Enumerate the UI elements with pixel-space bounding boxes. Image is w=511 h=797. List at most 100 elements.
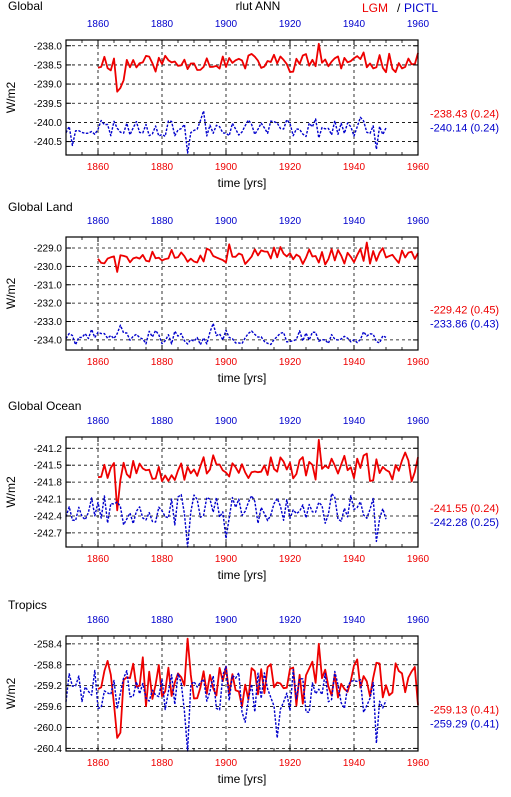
series-stat-pictl: -242.28 (0.25) [430, 517, 499, 529]
y-tick-label: -233.0 [34, 317, 63, 328]
x-tick-label-bottom: 1900 [215, 162, 238, 173]
y-tick-label: -260.0 [34, 723, 63, 734]
y-axis-label: W/m2 [4, 476, 18, 508]
y-tick-label: -241.5 [34, 461, 63, 472]
x-tick-label-bottom: 1960 [407, 357, 430, 368]
y-tick-label: -259.6 [34, 702, 63, 713]
x-axis-label: time [yrs] [218, 371, 267, 385]
y-tick-label: -241.2 [34, 444, 63, 455]
y-tick-label: -260.4 [34, 744, 63, 755]
y-tick-label: -241.8 [34, 478, 63, 489]
x-tick-label-bottom: 1880 [151, 357, 174, 368]
x-axis-label: time [yrs] [218, 772, 267, 786]
y-tick-label: -232.0 [34, 299, 63, 310]
x-tick-label-top: 1960 [407, 615, 430, 626]
x-tick-label-bottom: 1940 [343, 357, 366, 368]
y-tick-label: -238.5 [34, 60, 63, 71]
series-line-lgm [97, 42, 419, 93]
x-tick-label-top: 1920 [279, 615, 302, 626]
x-tick-label-bottom: 1940 [343, 162, 366, 173]
x-tick-label-bottom: 1960 [407, 554, 430, 565]
panel-title: Global Ocean [8, 399, 81, 413]
x-tick-label-bottom: 1920 [279, 554, 302, 565]
panel-3: Tropics 1860 1880 1900 1920 1940 1960 1860 1880 1… [4, 598, 499, 786]
x-tick-label-bottom: 1900 [215, 357, 238, 368]
x-tick-label-top: 1960 [407, 416, 430, 427]
y-tick-label: -239.5 [34, 99, 63, 110]
y-tick-label: -258.4 [34, 639, 63, 650]
x-tick-label-top: 1860 [87, 416, 110, 427]
legend-pictl: PICTL [404, 1, 438, 15]
x-tick-label-top: 1880 [151, 416, 174, 427]
x-axis-label: time [yrs] [218, 568, 267, 582]
panel-title-global: Global [8, 0, 43, 13]
x-tick-label-top: 1880 [151, 19, 174, 30]
x-tick-label-bottom: 1960 [407, 758, 430, 769]
x-tick-label-bottom: 1900 [215, 758, 238, 769]
x-tick-label-bottom: 1860 [87, 554, 110, 565]
x-tick-label-bottom: 1920 [279, 162, 302, 173]
x-tick-label-top: 1880 [151, 615, 174, 626]
y-tick-label: -258.8 [34, 660, 63, 671]
x-tick-label-top: 1900 [215, 19, 238, 30]
x-tick-label-top: 1860 [87, 615, 110, 626]
y-tick-label: -242.4 [34, 511, 63, 522]
x-axis-label: time [yrs] [218, 176, 267, 190]
x-tick-label-top: 1900 [215, 615, 238, 626]
series-stat-lgm: -229.42 (0.45) [430, 305, 499, 317]
series-line-pictl [65, 492, 387, 548]
y-tick-label: -230.0 [34, 262, 63, 273]
figure-title: rlut ANN [236, 0, 281, 13]
x-tick-label-top: 1940 [343, 19, 366, 30]
panel-2: Global Ocean 1860 1880 1900 1920 1940 1960 1860… [4, 399, 499, 582]
y-axis-label: W/m2 [4, 278, 18, 310]
x-tick-label-bottom: 1860 [87, 162, 110, 173]
y-axis-label: W/m2 [4, 678, 18, 710]
x-tick-label-top: 1900 [215, 216, 238, 227]
x-tick-label-top: 1880 [151, 216, 174, 227]
y-tick-label: -231.0 [34, 280, 63, 291]
y-tick-label: -234.0 [34, 335, 63, 346]
legend-separator: / [397, 1, 401, 15]
x-tick-label-top: 1940 [343, 615, 366, 626]
series-line-pictl [65, 110, 387, 154]
x-tick-label-top: 1960 [407, 19, 430, 30]
x-tick-label-bottom: 1880 [151, 162, 174, 173]
series-stat-pictl: -233.86 (0.43) [430, 319, 499, 331]
x-tick-label-top: 1860 [87, 19, 110, 30]
panel-0: 1860 1880 1900 1920 1940 1960 1860 1880 1900 1920… [4, 19, 499, 190]
series-line-lgm [97, 637, 419, 739]
series-line-lgm [97, 241, 419, 273]
panel-title: Global Land [8, 200, 73, 214]
series-stat-pictl: -240.14 (0.24) [430, 123, 499, 135]
x-tick-label-top: 1860 [87, 216, 110, 227]
y-tick-label: -238.0 [34, 41, 63, 52]
x-tick-label-bottom: 1960 [407, 162, 430, 173]
y-tick-label: -240.5 [34, 137, 63, 148]
x-tick-label-bottom: 1860 [87, 758, 110, 769]
series-stat-lgm: -259.13 (0.41) [430, 705, 499, 717]
series-stat-lgm: -238.43 (0.24) [430, 109, 499, 121]
x-tick-label-top: 1960 [407, 216, 430, 227]
x-tick-label-bottom: 1940 [343, 554, 366, 565]
y-tick-label: -259.2 [34, 681, 63, 692]
panel-title: Tropics [8, 598, 47, 612]
x-tick-label-top: 1920 [279, 416, 302, 427]
y-tick-label: -229.0 [34, 244, 63, 255]
series-line-pictl [65, 665, 387, 752]
series-line-pictl [65, 322, 387, 346]
x-tick-label-bottom: 1880 [151, 758, 174, 769]
x-tick-label-top: 1920 [279, 216, 302, 227]
y-tick-label: -242.1 [34, 495, 63, 506]
y-tick-label: -242.7 [34, 528, 63, 539]
x-tick-label-bottom: 1860 [87, 357, 110, 368]
x-tick-label-bottom: 1900 [215, 554, 238, 565]
y-tick-label: -239.0 [34, 80, 63, 91]
x-tick-label-top: 1900 [215, 416, 238, 427]
x-tick-label-bottom: 1940 [343, 758, 366, 769]
y-tick-label: -240.0 [34, 118, 63, 129]
panel-1: Global Land 1860 1880 1900 1920 1940 1960 1860 1… [4, 200, 499, 385]
legend-lgm: LGM [362, 1, 388, 15]
x-tick-label-top: 1920 [279, 19, 302, 30]
